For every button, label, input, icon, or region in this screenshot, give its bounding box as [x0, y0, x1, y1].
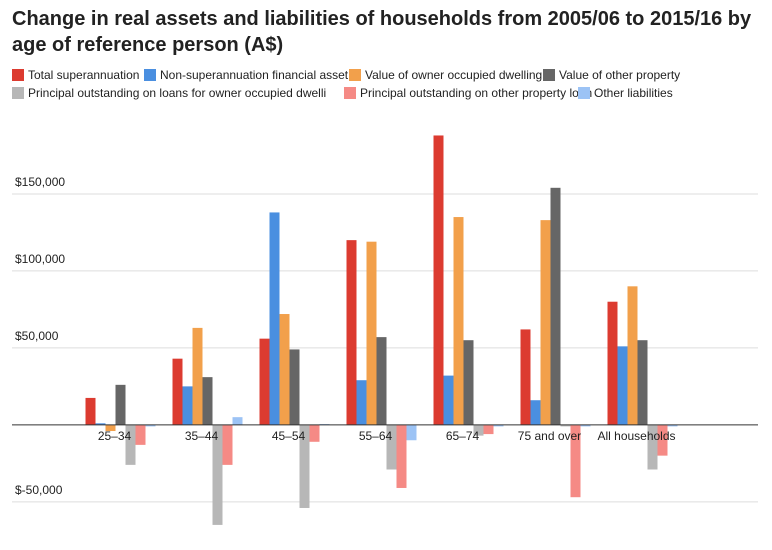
bar [433, 135, 444, 425]
bar [309, 424, 320, 442]
x-tick-label: 25–34 [98, 429, 132, 443]
bar [269, 212, 280, 425]
x-tick-label: 65–74 [446, 429, 480, 443]
bar [453, 217, 464, 425]
legend-label: Principal outstanding on loans for owner… [28, 86, 326, 100]
bar [540, 220, 551, 425]
bar [627, 286, 638, 425]
bar [346, 240, 357, 425]
bar [560, 424, 571, 427]
bar [182, 386, 193, 425]
bar [483, 424, 494, 435]
bar [550, 187, 561, 425]
y-tick-label: $-50,000 [15, 483, 63, 497]
bar [406, 424, 417, 441]
bar [580, 424, 591, 427]
y-tick-label: $100,000 [15, 252, 65, 266]
bar [617, 346, 628, 425]
bar [222, 424, 233, 465]
legend-swatch [349, 69, 361, 81]
bar [105, 424, 116, 432]
y-tick-label: $50,000 [15, 329, 59, 343]
legend-swatch [12, 69, 24, 81]
bar [145, 424, 156, 427]
chart-title: Change in real assets and liabilities of… [12, 8, 752, 56]
bar [279, 314, 290, 425]
bar [232, 417, 243, 425]
y-tick-label: $150,000 [15, 175, 65, 189]
x-tick-label: 45–54 [272, 429, 306, 443]
bar [95, 423, 106, 425]
bar [125, 424, 136, 465]
bar [520, 329, 531, 425]
legend-label: Value of owner occupied dwelling [365, 68, 542, 82]
bar [570, 424, 581, 498]
legend-swatch [543, 69, 555, 81]
bar [135, 424, 146, 445]
bar [386, 424, 397, 470]
legend-swatch [12, 87, 24, 99]
bar [366, 241, 377, 425]
bar [172, 358, 183, 425]
bar [493, 424, 504, 427]
bar [667, 424, 678, 427]
legend-label: Other liabilities [594, 86, 673, 100]
bar [289, 349, 300, 425]
legend-label: Principal outstanding on other property … [360, 86, 592, 100]
bar [85, 397, 96, 425]
bar [356, 380, 367, 425]
bar [443, 375, 454, 425]
bar [212, 424, 223, 525]
bar [473, 424, 484, 436]
bar [647, 424, 658, 470]
legend-label: Non-superannuation financial asset [160, 68, 349, 82]
legend-swatch [144, 69, 156, 81]
x-tick-label: 55–64 [359, 429, 393, 443]
bar [396, 424, 407, 488]
bar [299, 424, 310, 508]
bar [530, 400, 541, 425]
bar [657, 424, 668, 456]
legend-swatch [578, 87, 590, 99]
bar [115, 384, 126, 425]
bar [463, 340, 474, 425]
bar [192, 327, 203, 425]
bar [376, 337, 387, 425]
x-tick-label: 35–44 [185, 429, 219, 443]
bar [202, 377, 213, 425]
x-tick-label: All households [597, 429, 675, 443]
bar [637, 340, 648, 425]
legend-label: Total superannuation [28, 68, 139, 82]
bar [607, 301, 618, 425]
legend-label: Value of other property [559, 68, 680, 82]
legend-swatch [344, 87, 356, 99]
bar [259, 338, 270, 425]
x-tick-label: 75 and over [518, 429, 581, 443]
